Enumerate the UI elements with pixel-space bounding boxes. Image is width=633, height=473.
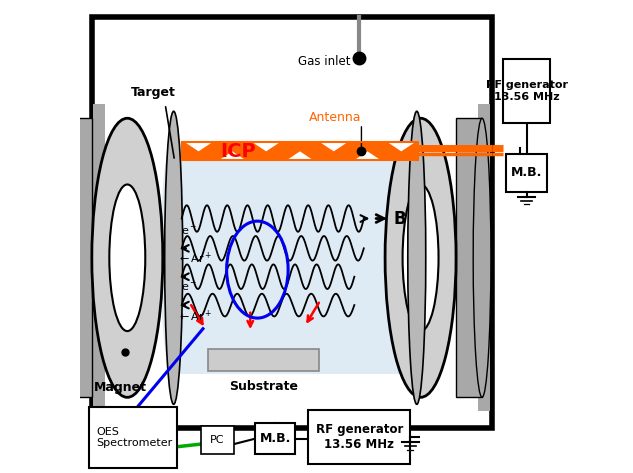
Ellipse shape <box>385 118 456 397</box>
Ellipse shape <box>57 118 75 397</box>
Text: e$^-$: e$^-$ <box>181 282 197 293</box>
Bar <box>66 267 92 277</box>
Ellipse shape <box>408 111 426 404</box>
Polygon shape <box>388 142 415 151</box>
Text: PC: PC <box>210 435 225 445</box>
Polygon shape <box>185 142 212 151</box>
Polygon shape <box>320 142 348 151</box>
Polygon shape <box>219 151 246 160</box>
Polygon shape <box>354 151 381 160</box>
FancyBboxPatch shape <box>208 349 319 371</box>
Ellipse shape <box>92 118 163 397</box>
Bar <box>182 142 418 160</box>
FancyBboxPatch shape <box>308 410 410 464</box>
Bar <box>182 142 418 160</box>
Ellipse shape <box>165 111 183 404</box>
Ellipse shape <box>160 142 184 374</box>
Text: M.B.: M.B. <box>260 432 291 445</box>
Text: Magnet: Magnet <box>94 381 147 394</box>
FancyBboxPatch shape <box>201 426 234 454</box>
Bar <box>66 118 92 397</box>
FancyBboxPatch shape <box>255 423 295 454</box>
Bar <box>479 105 490 411</box>
Text: $\leftarrow$Ar$^+$: $\leftarrow$Ar$^+$ <box>177 308 213 324</box>
Ellipse shape <box>403 184 439 331</box>
FancyBboxPatch shape <box>89 407 177 468</box>
FancyBboxPatch shape <box>506 154 547 192</box>
Text: Substrate: Substrate <box>229 380 298 393</box>
Text: Target: Target <box>131 87 176 99</box>
Text: RF generator
13.56 MHz: RF generator 13.56 MHz <box>486 80 568 102</box>
FancyBboxPatch shape <box>92 17 491 428</box>
Bar <box>67 253 93 263</box>
Bar <box>172 142 418 374</box>
Text: ICP: ICP <box>221 142 256 161</box>
Ellipse shape <box>473 118 491 397</box>
Text: RF generator
13.56 MHz: RF generator 13.56 MHz <box>316 423 403 451</box>
Bar <box>66 239 92 248</box>
Bar <box>482 253 484 263</box>
Polygon shape <box>286 151 313 160</box>
Text: Gas inlet: Gas inlet <box>298 55 351 68</box>
Text: M.B.: M.B. <box>511 166 542 179</box>
FancyBboxPatch shape <box>503 59 549 123</box>
Polygon shape <box>253 142 280 151</box>
Text: B: B <box>393 210 406 228</box>
Text: Antenna: Antenna <box>310 111 362 124</box>
Text: e$^-$: e$^-$ <box>181 226 197 237</box>
Bar <box>93 105 105 411</box>
Bar <box>456 118 482 397</box>
Ellipse shape <box>110 184 146 331</box>
Text: $\leftarrow$Ar$^+$: $\leftarrow$Ar$^+$ <box>177 251 213 266</box>
Text: OES
Spectrometer: OES Spectrometer <box>97 427 173 448</box>
Ellipse shape <box>406 142 430 374</box>
